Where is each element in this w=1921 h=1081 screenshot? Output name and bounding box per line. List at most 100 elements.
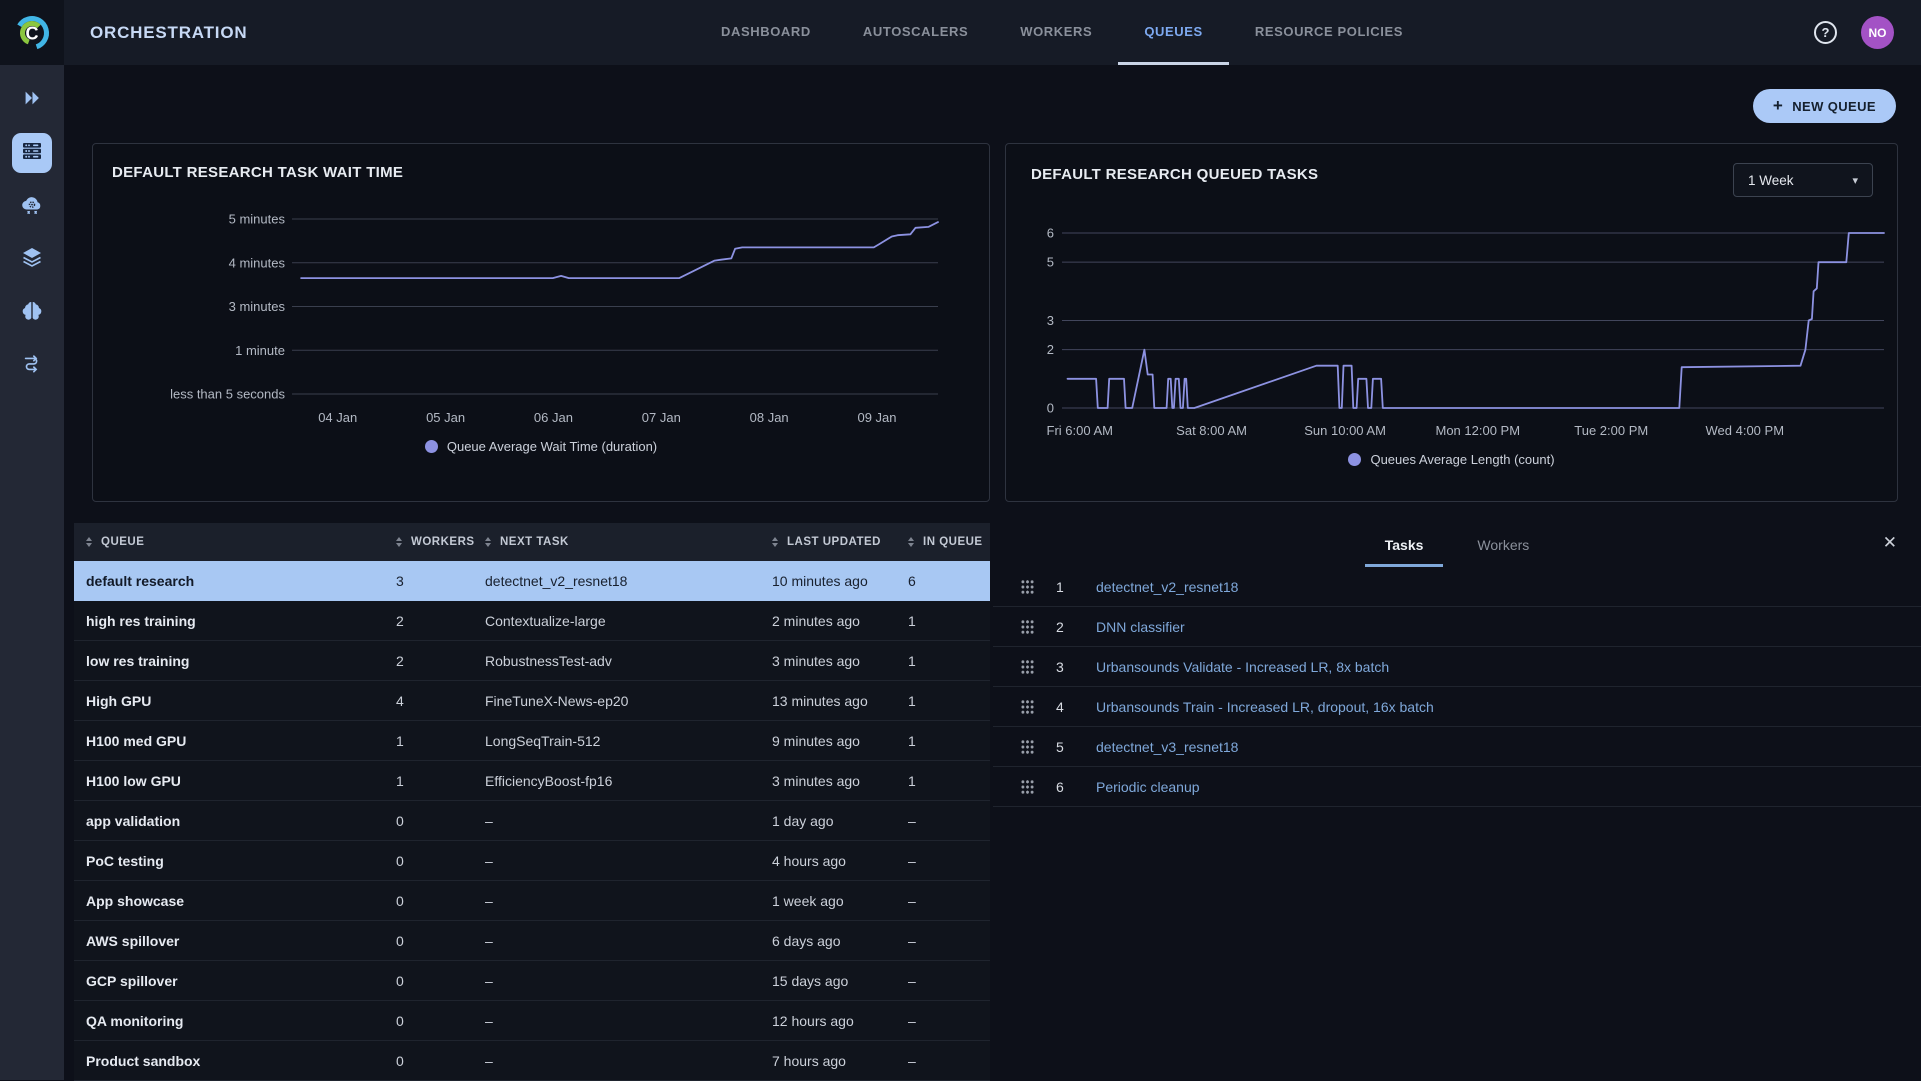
cell-workers: 1 (384, 773, 473, 789)
panel-tabs: Tasks Workers (993, 523, 1921, 567)
task-number: 4 (1056, 699, 1096, 715)
help-icon[interactable]: ? (1814, 21, 1837, 44)
column-header-next-task[interactable]: NEXT TASK (473, 536, 760, 548)
queue-row[interactable]: H100 low GPU1EfficiencyBoost-fp163 minut… (74, 761, 990, 801)
app-logo[interactable]: C (0, 0, 64, 65)
queue-row[interactable]: App showcase0–1 week ago– (74, 881, 990, 921)
cell-last-updated: 3 minutes ago (760, 653, 896, 669)
cell-queue: Product sandbox (74, 1053, 384, 1069)
cell-workers: 0 (384, 813, 473, 829)
panel-tab-tasks[interactable]: Tasks (1365, 523, 1444, 567)
cell-next-task: EfficiencyBoost-fp16 (473, 773, 760, 789)
panel-tab-workers[interactable]: Workers (1457, 523, 1549, 567)
queue-row[interactable]: GCP spillover0–15 days ago– (74, 961, 990, 1001)
cell-workers: 2 (384, 613, 473, 629)
task-link[interactable]: Urbansounds Train - Increased LR, dropou… (1096, 699, 1434, 715)
cell-in-queue: 6 (896, 573, 990, 589)
orchestration-page: { "app": { "title": "ORCHESTRATION" }, "… (0, 0, 1921, 1080)
svg-text:4 minutes: 4 minutes (229, 255, 286, 270)
cell-workers: 0 (384, 853, 473, 869)
cell-in-queue: – (896, 1053, 990, 1069)
svg-text:6: 6 (1047, 225, 1054, 240)
queue-row[interactable]: Product sandbox0–7 hours ago– (74, 1041, 990, 1081)
sort-icon (772, 537, 778, 547)
drag-handle-icon[interactable] (1021, 579, 1034, 595)
svg-text:less than 5 seconds: less than 5 seconds (170, 387, 285, 402)
svg-text:5: 5 (1047, 255, 1054, 270)
new-queue-button[interactable]: + NEW QUEUE (1753, 89, 1896, 123)
cell-workers: 2 (384, 653, 473, 669)
close-icon[interactable]: ✕ (1883, 533, 1897, 553)
cell-next-task: – (473, 1053, 760, 1069)
column-label: LAST UPDATED (787, 536, 881, 548)
sidebar-item-brain[interactable] (12, 292, 52, 332)
drag-handle-icon[interactable] (1021, 779, 1034, 795)
cell-queue: App showcase (74, 893, 384, 909)
task-link[interactable]: Periodic cleanup (1096, 779, 1200, 795)
wait-time-legend: Queue Average Wait Time (duration) (93, 439, 989, 454)
svg-text:Mon 12:00 PM: Mon 12:00 PM (1436, 423, 1521, 438)
drag-handle-icon[interactable] (1021, 619, 1034, 635)
tab-autoscalers[interactable]: AUTOSCALERS (837, 0, 994, 65)
cell-next-task: – (473, 893, 760, 909)
task-number: 3 (1056, 659, 1096, 675)
tab-resource-policies[interactable]: RESOURCE POLICIES (1229, 0, 1429, 65)
avatar[interactable]: NO (1861, 16, 1894, 49)
cell-in-queue: 1 (896, 693, 990, 709)
cell-next-task: Contextualize-large (473, 613, 760, 629)
queue-row[interactable]: PoC testing0–4 hours ago– (74, 841, 990, 881)
column-header-last-updated[interactable]: LAST UPDATED (760, 536, 896, 548)
cell-workers: 0 (384, 1013, 473, 1029)
legend-label: Queue Average Wait Time (duration) (447, 439, 657, 454)
svg-text:1 minute: 1 minute (235, 343, 285, 358)
queue-row[interactable]: QA monitoring0–12 hours ago– (74, 1001, 990, 1041)
queue-row[interactable]: H100 med GPU1LongSeqTrain-5129 minutes a… (74, 721, 990, 761)
cell-last-updated: 7 hours ago (760, 1053, 896, 1069)
column-header-in-queue[interactable]: IN QUEUE (896, 536, 990, 548)
drag-handle-icon[interactable] (1021, 739, 1034, 755)
task-row: 6Periodic cleanup (993, 767, 1921, 807)
column-header-queue[interactable]: QUEUE (74, 536, 384, 548)
column-label: WORKERS (411, 536, 475, 548)
cell-workers: 3 (384, 573, 473, 589)
cell-next-task: – (473, 933, 760, 949)
sidebar-item-autoscalers-cloud[interactable] (12, 186, 52, 226)
queue-row[interactable]: low res training2RobustnessTest-adv3 min… (74, 641, 990, 681)
cell-last-updated: 1 week ago (760, 893, 896, 909)
queue-row[interactable]: app validation0–1 day ago– (74, 801, 990, 841)
sort-icon (396, 537, 402, 547)
sort-icon (485, 537, 491, 547)
queue-row[interactable]: AWS spillover0–6 days ago– (74, 921, 990, 961)
task-link[interactable]: DNN classifier (1096, 619, 1185, 635)
svg-text:Sat 8:00 AM: Sat 8:00 AM (1176, 423, 1247, 438)
cell-last-updated: 3 minutes ago (760, 773, 896, 789)
tab-queues[interactable]: QUEUES (1118, 0, 1229, 65)
cell-workers: 0 (384, 1053, 473, 1069)
cell-queue: PoC testing (74, 853, 384, 869)
drag-handle-icon[interactable] (1021, 659, 1034, 675)
cell-last-updated: 13 minutes ago (760, 693, 896, 709)
top-nav: C ORCHESTRATION DASHBOARDAUTOSCALERSWORK… (0, 0, 1921, 65)
queue-row[interactable]: High GPU4FineTuneX-News-ep2013 minutes a… (74, 681, 990, 721)
sidebar-item-layers[interactable] (12, 239, 52, 279)
task-link[interactable]: detectnet_v3_resnet18 (1096, 739, 1238, 755)
sidebar-item-pipelines[interactable] (12, 345, 52, 385)
task-link[interactable]: Urbansounds Validate - Increased LR, 8x … (1096, 659, 1389, 675)
cell-last-updated: 10 minutes ago (760, 573, 896, 589)
task-number: 5 (1056, 739, 1096, 755)
sidebar-item-expand-sidebar[interactable] (12, 80, 52, 120)
queue-row[interactable]: default research3detectnet_v2_resnet1810… (74, 561, 990, 601)
cell-in-queue: – (896, 1013, 990, 1029)
svg-text:08 Jan: 08 Jan (750, 410, 789, 425)
tab-workers[interactable]: WORKERS (994, 0, 1118, 65)
cell-in-queue: 1 (896, 773, 990, 789)
task-link[interactable]: detectnet_v2_resnet18 (1096, 579, 1238, 595)
sidebar-item-queues[interactable] (12, 133, 52, 173)
queues-table: QUEUE WORKERSNEXT TASK LAST UPDATED IN QUEU… (74, 523, 990, 1081)
column-header-workers[interactable]: WORKERS (384, 536, 473, 548)
svg-text:Wed 4:00 PM: Wed 4:00 PM (1706, 423, 1785, 438)
tab-dashboard[interactable]: DASHBOARD (695, 0, 837, 65)
sort-icon (86, 537, 92, 547)
queue-row[interactable]: high res training2Contextualize-large2 m… (74, 601, 990, 641)
drag-handle-icon[interactable] (1021, 699, 1034, 715)
